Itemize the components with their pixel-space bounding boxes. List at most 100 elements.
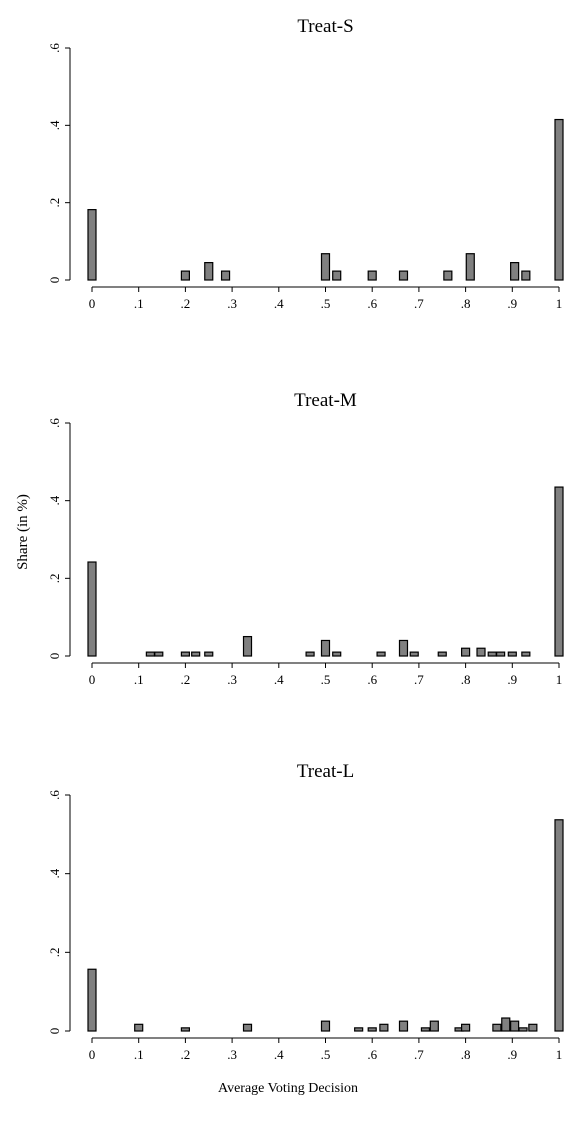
histogram-bar bbox=[398, 1020, 409, 1032]
histogram-bar bbox=[518, 1027, 528, 1032]
y-tick-label: .2 bbox=[47, 947, 62, 957]
y-tick-label: 0 bbox=[47, 1028, 62, 1035]
x-tick-label: 0 bbox=[89, 296, 96, 311]
histogram-bar bbox=[87, 968, 97, 1032]
histogram-bar bbox=[465, 253, 475, 281]
histogram-bar bbox=[320, 253, 331, 281]
y-tick-label: .2 bbox=[47, 198, 62, 208]
x-tick-label: .1 bbox=[134, 296, 144, 311]
x-tick-label: .3 bbox=[227, 672, 237, 687]
histogram-bar bbox=[204, 651, 214, 657]
histogram-bar bbox=[501, 1017, 511, 1032]
chart-panels: Treat-S0.2.4.60.1.2.3.4.5.6.7.8.9 1Treat-… bbox=[47, 16, 564, 1062]
x-tick-label: 0 bbox=[89, 672, 96, 687]
histogram-bar bbox=[429, 1020, 439, 1032]
chart-panel: Treat-S 0 .2 .4 .6 0 .1 .2 .3 .4 .5 .6 .7 .8 .9 1 bbox=[47, 16, 564, 311]
histogram-bar bbox=[180, 1027, 190, 1032]
x-tick-label: 1 bbox=[556, 672, 563, 687]
histogram-bar bbox=[521, 270, 531, 281]
chart-title: Treat-S bbox=[297, 16, 353, 37]
x-tick-label: .9 bbox=[507, 1047, 517, 1062]
histogram-bar bbox=[521, 651, 531, 657]
x-tick-label: .6 bbox=[367, 1047, 377, 1062]
x-tick-label: .7 bbox=[414, 672, 424, 687]
histogram-bar bbox=[220, 270, 231, 281]
x-tick-label: .2 bbox=[181, 296, 191, 311]
histogram-bar bbox=[242, 1023, 253, 1032]
histogram-bar bbox=[398, 639, 409, 657]
chart-title: Treat-M bbox=[294, 390, 357, 411]
histogram-bar bbox=[487, 651, 497, 657]
x-tick-label: 0 bbox=[89, 1047, 96, 1062]
histogram-bar bbox=[437, 651, 447, 657]
x-tick-label: .7 bbox=[414, 1047, 424, 1062]
x-tick-label: .6 bbox=[367, 672, 377, 687]
y-tick-label: .4 bbox=[47, 868, 62, 878]
x-tick-label: .5 bbox=[321, 296, 331, 311]
histogram-bar bbox=[354, 1027, 364, 1032]
histogram-bar bbox=[367, 1027, 377, 1032]
histogram-bar bbox=[134, 1023, 144, 1032]
histogram-bar bbox=[461, 1023, 471, 1032]
x-tick-label: .4 bbox=[274, 1047, 284, 1062]
histogram-bar bbox=[376, 651, 386, 657]
y-tick-label: .4 bbox=[47, 495, 62, 505]
y-tick-label: .4 bbox=[47, 120, 62, 130]
chart-title: Treat-L bbox=[297, 761, 354, 782]
y-tick-label: 0 bbox=[47, 277, 62, 284]
histogram-bar bbox=[204, 262, 214, 281]
histogram-bar bbox=[461, 647, 471, 657]
histogram-bar bbox=[554, 819, 564, 1032]
x-tick-label: .8 bbox=[461, 672, 471, 687]
histogram-bar bbox=[154, 651, 164, 657]
histogram-bar bbox=[554, 486, 564, 657]
histogram-bar bbox=[528, 1023, 538, 1032]
x-tick-label: .2 bbox=[181, 1047, 191, 1062]
histogram-bar bbox=[367, 270, 377, 281]
histogram-bar bbox=[409, 651, 419, 657]
histogram-bar bbox=[443, 270, 453, 281]
histogram-bar bbox=[510, 1020, 520, 1032]
histogram-bar bbox=[332, 651, 342, 657]
x-tick-label: .2 bbox=[181, 672, 191, 687]
chart-panel: Treat-L 0 .2 .4 .6 0 .1 .2 .3 .4 .5 .6 .7 .8 .9 1 bbox=[47, 761, 564, 1062]
histogram-bar bbox=[145, 651, 155, 657]
x-tick-label: .3 bbox=[227, 1047, 237, 1062]
x-tick-label: .9 bbox=[507, 296, 517, 311]
histogram-bar bbox=[496, 651, 506, 657]
x-tick-label: .7 bbox=[414, 296, 424, 311]
y-tick-label: 0 bbox=[47, 653, 62, 660]
histogram-bar bbox=[305, 651, 315, 657]
x-tick-label: .9 bbox=[507, 672, 517, 687]
x-tick-label: .5 bbox=[321, 672, 331, 687]
histogram-bar bbox=[320, 1020, 331, 1032]
histogram-bar bbox=[242, 635, 253, 657]
x-tick-label: 1 bbox=[556, 296, 563, 311]
x-tick-label: .8 bbox=[461, 296, 471, 311]
histogram-bar bbox=[87, 561, 97, 657]
x-tick-label: .4 bbox=[274, 296, 284, 311]
histogram-bar bbox=[398, 270, 409, 281]
y-tick-label: .6 bbox=[47, 418, 62, 428]
x-axis-label: Average Voting Decision bbox=[218, 1081, 358, 1096]
x-tick-label: .3 bbox=[227, 296, 237, 311]
histogram-bar bbox=[492, 1023, 502, 1032]
y-tick-label: .2 bbox=[47, 573, 62, 583]
chart-panel: Treat-M 0 .2 .4 .6 0 .1 .2 .3 .4 .5 .6 .7 .8 .9 1 bbox=[47, 390, 564, 687]
x-tick-label: .8 bbox=[461, 1047, 471, 1062]
histogram-bar bbox=[180, 651, 190, 657]
histogram-bar bbox=[180, 270, 190, 281]
histogram-bar bbox=[510, 262, 520, 281]
histogram-bar bbox=[191, 651, 201, 657]
x-tick-label: .6 bbox=[367, 296, 377, 311]
y-axis-label: Share (in %) bbox=[15, 494, 31, 570]
histogram-bar bbox=[320, 639, 331, 657]
histogram-bar bbox=[507, 651, 517, 657]
x-tick-label: .1 bbox=[134, 672, 144, 687]
histogram-bar bbox=[379, 1023, 389, 1032]
y-tick-label: .6 bbox=[47, 43, 62, 53]
x-tick-label: .1 bbox=[134, 1047, 144, 1062]
histogram-bar bbox=[554, 118, 564, 281]
histogram-bar bbox=[332, 270, 342, 281]
